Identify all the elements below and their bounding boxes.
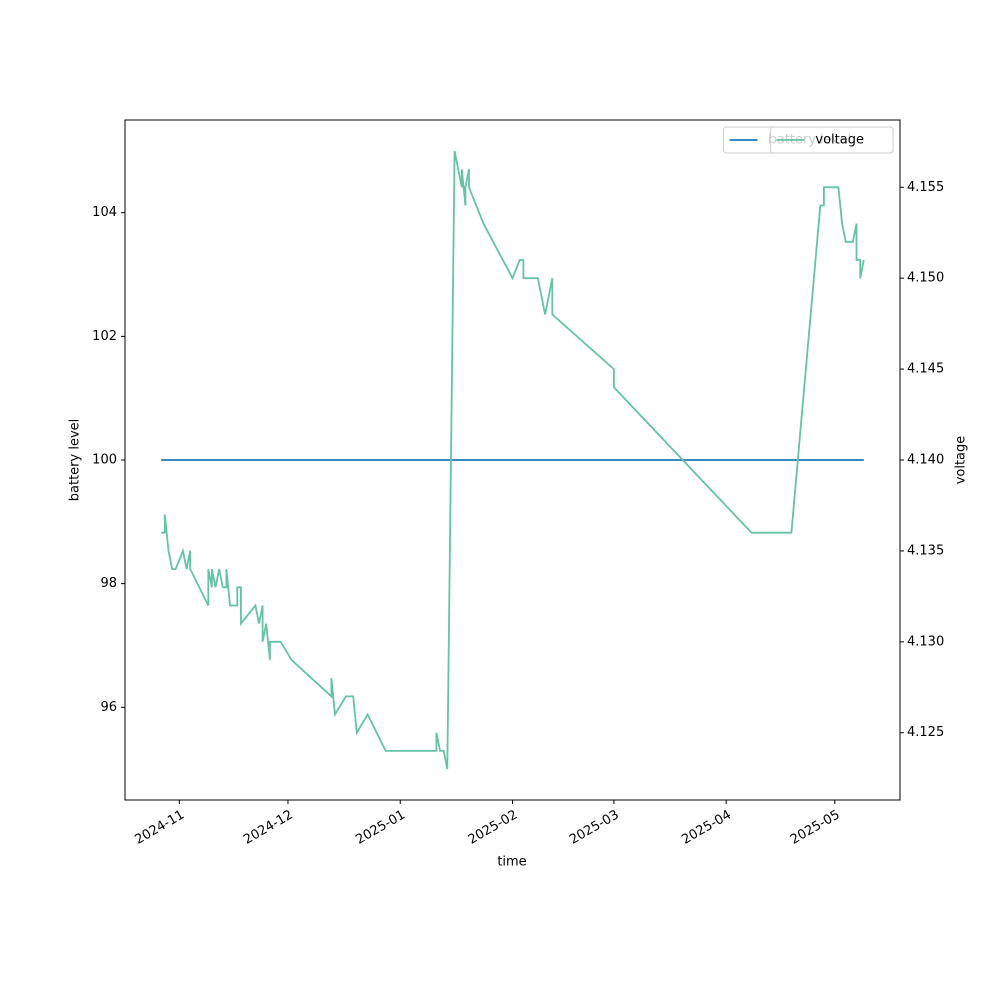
y-tick-label: 102 <box>92 329 117 344</box>
legend-box <box>769 126 894 154</box>
y2-tick-label: 4.135 <box>907 543 944 558</box>
line-series <box>161 150 865 770</box>
legend-label: voltage <box>815 133 864 148</box>
y2-tick-label: 4.125 <box>907 725 944 740</box>
y2-tick-label: 4.130 <box>907 634 944 649</box>
plot-frame <box>124 119 901 801</box>
y-tick-label: 104 <box>92 205 117 220</box>
y2-tick-label: 4.150 <box>907 271 944 286</box>
y-tick-label: 98 <box>100 576 117 591</box>
y-tick-label: 100 <box>92 453 117 468</box>
y2-axis-label: voltage <box>954 436 969 485</box>
y2-tick-label: 4.155 <box>907 180 944 195</box>
y-axis-label: battery level <box>68 419 83 502</box>
y-tick-label: 96 <box>100 700 117 715</box>
y2-tick-label: 4.140 <box>907 453 944 468</box>
y2-tick-label: 4.145 <box>907 362 944 377</box>
x-axis-label: time <box>497 855 526 870</box>
